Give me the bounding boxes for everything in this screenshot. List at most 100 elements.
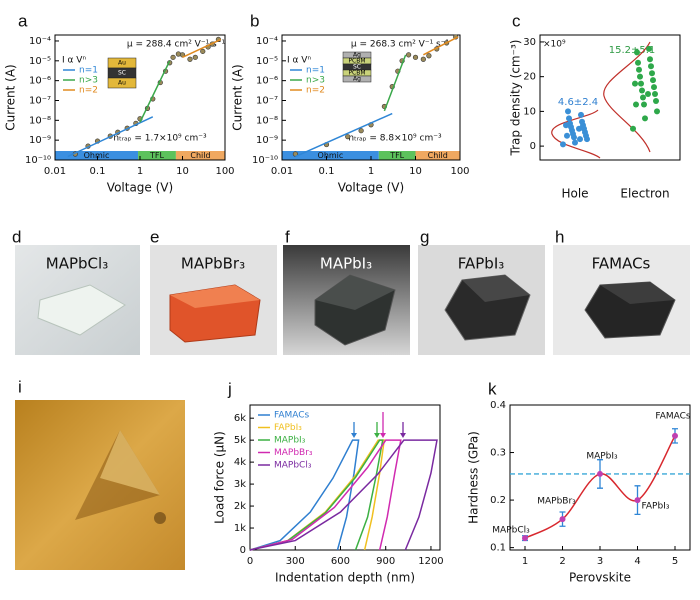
device-layer-label: PCBM (348, 58, 365, 65)
x-tick-label: 0.1 (90, 166, 106, 177)
x-tick-label: 5 (672, 556, 678, 567)
point (192, 54, 198, 60)
y-tick-label: 30 (523, 37, 536, 48)
point (358, 128, 364, 134)
x-tick-label: 100 (450, 166, 469, 177)
region-band (282, 151, 379, 160)
point (187, 56, 193, 62)
y-axis-label: Current (A) (4, 64, 18, 130)
series-line (295, 112, 393, 158)
x-tick-label: 1200 (418, 556, 443, 567)
region-label: Ohmic (318, 151, 344, 160)
point (406, 52, 412, 58)
legend-label: n=2 (79, 86, 98, 96)
panel-letter: i (18, 377, 22, 396)
point (577, 136, 583, 143)
point (650, 77, 656, 84)
crystal (37, 284, 126, 336)
point (420, 56, 426, 62)
device-layer-label: SC (353, 64, 361, 71)
point (635, 59, 641, 66)
y-tick-label: 10⁻¹⁰ (25, 155, 51, 166)
point (565, 108, 571, 115)
point (426, 53, 432, 59)
mobility: μ = 288.4 cm² V⁻¹ s⁻¹ (127, 40, 226, 50)
point (652, 91, 658, 98)
arrow-head (351, 433, 357, 438)
x-tick-label: 2 (559, 556, 565, 567)
point (345, 134, 351, 140)
legend-label: FAMACs (274, 411, 310, 421)
y-tick-label: 10⁻⁶ (256, 76, 278, 87)
point (641, 101, 647, 108)
y-tick-label: 10⁻⁷ (29, 95, 51, 106)
point (560, 141, 566, 148)
device-layer-label: SC (118, 70, 126, 77)
x-tick-label: 3 (597, 556, 603, 567)
point (572, 139, 578, 146)
x-tick-label: 0 (247, 556, 253, 567)
point (646, 45, 652, 52)
y-tick-label: 10⁻⁵ (29, 56, 51, 67)
x-tick-label: 0.1 (319, 166, 335, 177)
panel-letter: c (512, 11, 521, 30)
distribution-curve (603, 41, 651, 153)
panel-letter: b (250, 11, 259, 30)
point (640, 94, 646, 101)
point (566, 115, 572, 122)
arrow-head (380, 433, 386, 438)
point (522, 535, 528, 542)
device-layer-label: Ag (353, 52, 361, 59)
x-tick-label: 1 (137, 166, 143, 177)
x-tick-label: 1 (522, 556, 528, 567)
region-band (378, 151, 416, 160)
point-label: FAPbI₃ (642, 502, 670, 512)
series-line (249, 439, 438, 551)
defect (154, 512, 166, 524)
series-line (182, 38, 222, 58)
series-line (139, 60, 171, 123)
region-band (175, 151, 225, 160)
point-label: MAPbI₃ (586, 451, 618, 461)
point (637, 73, 643, 80)
x-tick-label: 0.01 (44, 166, 66, 177)
panel-letter: d (12, 227, 21, 246)
panel-letter: g (420, 227, 429, 246)
point (653, 97, 659, 104)
trap-density: nₜᵣₐₚ = 8.8×10⁹ cm⁻³ (348, 134, 442, 144)
legend-label: MAPbCl₃ (274, 461, 312, 471)
region-label: Child (190, 151, 210, 160)
point-label: MAPbCl₃ (492, 526, 530, 536)
y-tick-label: 0 (530, 141, 536, 152)
region-band (138, 151, 176, 160)
y-tick-label: 10⁻⁹ (256, 135, 278, 146)
crystal-top (170, 285, 260, 308)
point (672, 432, 678, 439)
x-tick-label: 600 (331, 556, 350, 567)
category-label: Electron (620, 187, 669, 201)
point (633, 101, 639, 108)
legend-label: n=1 (306, 66, 325, 76)
hole-stat: 4.6±2.4 (558, 97, 598, 108)
indent-face (100, 430, 160, 495)
point (175, 51, 181, 57)
legend-label: n>3 (306, 76, 325, 86)
x-axis-label: Perovskite (569, 571, 631, 585)
y-tick-label: 1k (234, 523, 246, 534)
panel-letter: a (18, 11, 28, 30)
crystal-top (600, 282, 675, 304)
photo-panels (15, 245, 690, 570)
point (634, 497, 641, 504)
point (170, 54, 176, 60)
panel-letter: h (555, 227, 564, 246)
series-line (67, 116, 154, 158)
x-tick-label: 100 (215, 166, 234, 177)
point (648, 63, 654, 70)
crystal-top (315, 275, 395, 310)
y-tick-label: 10⁻⁶ (29, 76, 51, 87)
point (639, 87, 645, 94)
point (559, 516, 566, 523)
x-tick-label: 10 (176, 166, 189, 177)
legend-label: n=1 (79, 66, 98, 76)
x-tick-label: 1 (368, 166, 374, 177)
